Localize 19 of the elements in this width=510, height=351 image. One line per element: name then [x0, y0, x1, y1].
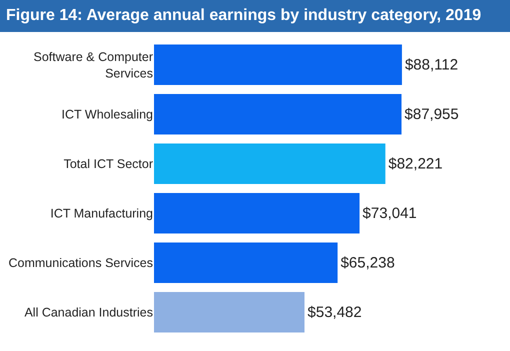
data-label: $87,955 — [404, 106, 459, 123]
data-label: $73,041 — [362, 204, 417, 222]
y-tick-label: Software & Computer Services — [34, 50, 153, 80]
bar — [154, 242, 338, 284]
data-label: $88,112 — [404, 56, 458, 74]
bar — [154, 292, 304, 333]
y-tick-label: All Canadian Industries — [24, 306, 153, 320]
data-label: $82,221 — [388, 155, 443, 172]
data-label: $65,238 — [340, 254, 395, 272]
chart-title: Figure 14: Average annual earnings by industry category, 2019 — [0, 0, 510, 32]
bar — [154, 44, 402, 86]
y-tick-label: ICT Manufacturing — [50, 206, 154, 221]
y-tick-label: Communications Services — [8, 256, 153, 270]
bar — [154, 143, 386, 184]
y-tick-label: ICT Wholesaling — [62, 108, 154, 122]
bar — [154, 192, 360, 234]
y-tick-label: Total ICT Sector — [64, 157, 153, 172]
data-label: $53,482 — [308, 304, 362, 321]
bar — [154, 94, 402, 135]
